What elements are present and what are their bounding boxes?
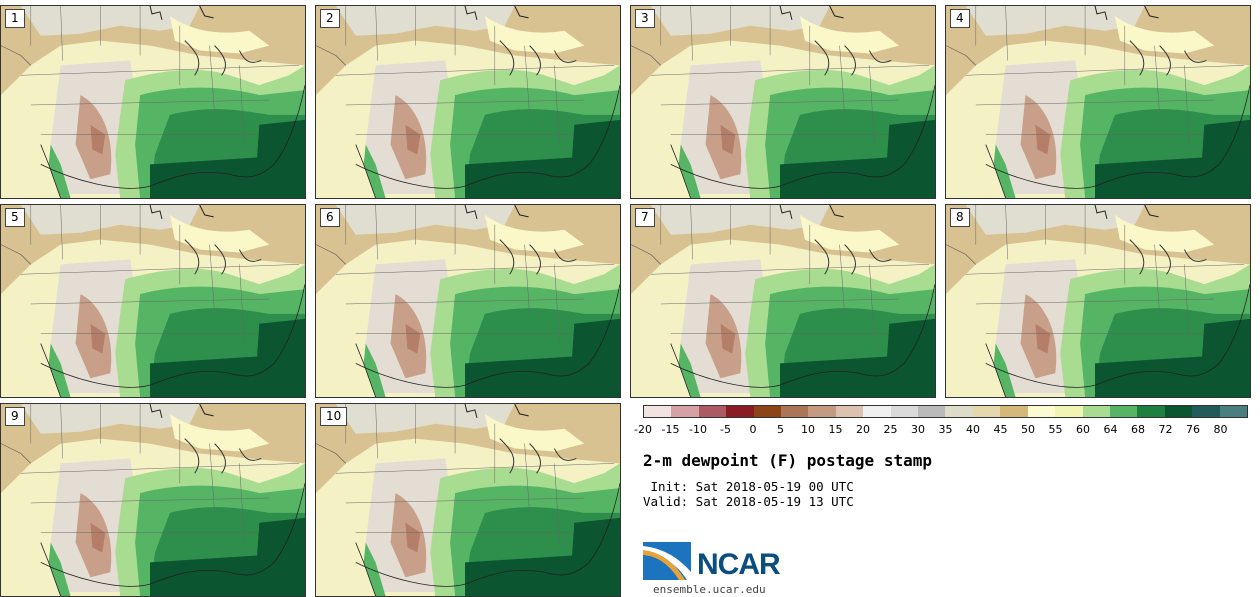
- ncar-swoosh-icon: [643, 542, 691, 580]
- member-number-label: 4: [950, 9, 970, 28]
- website-url: ensemble.ucar.edu: [653, 583, 766, 596]
- colorbar-tick-label: 35: [938, 423, 953, 436]
- logo-wordmark: NCAR: [697, 548, 781, 581]
- ensemble-member-panel: 2: [315, 5, 621, 199]
- ensemble-member-panel: 7: [630, 204, 936, 398]
- colorbar-tick-label: 72: [1158, 423, 1173, 436]
- ensemble-member-panel: 9: [0, 403, 306, 597]
- dewpoint-map: [1, 404, 305, 596]
- colorbar-tick-label: 30: [911, 423, 925, 436]
- colorbar-swatch: [1137, 406, 1165, 417]
- colorbar-swatch: [918, 406, 946, 417]
- colorbar-swatch: [1109, 406, 1138, 417]
- colorbar-tick-label: -5: [720, 423, 731, 436]
- colorbar-tick-label: 20: [856, 423, 870, 436]
- colorbar-swatch: [808, 406, 836, 417]
- colorbar-swatch: [945, 406, 973, 417]
- member-number-label: 5: [5, 208, 25, 227]
- colorbar-tick-label: -15: [661, 423, 680, 436]
- dewpoint-map: [316, 6, 620, 198]
- colorbar-swatch: [726, 406, 754, 417]
- colorbar-tick-labels: -20 -15 -10 -5 0 5 10 15 20 25 30 35 40 45 50 55 60 64 68 7…: [634, 423, 1248, 439]
- member-number-label: 6: [320, 208, 340, 227]
- dewpoint-map: [1, 6, 305, 198]
- ensemble-member-panel: 10: [315, 403, 621, 597]
- ensemble-member-panel: 4: [945, 5, 1251, 199]
- dewpoint-map: [631, 205, 935, 397]
- colorbar-swatch: [972, 406, 1001, 417]
- colorbar-swatch: [1082, 406, 1110, 417]
- member-number-label: 10: [320, 407, 348, 426]
- ensemble-member-panel: 1: [0, 5, 306, 199]
- colorbar-swatch: [835, 406, 864, 417]
- colorbar-tick-label: 0: [749, 423, 757, 436]
- colorbar-swatch: [1027, 406, 1056, 417]
- colorbar-tick-label: 80: [1213, 423, 1228, 436]
- dewpoint-map: [316, 205, 620, 397]
- valid-time: Valid: Sat 2018-05-19 13 UTC: [643, 494, 854, 509]
- member-number-label: 2: [320, 9, 340, 28]
- colorbar-swatch: [1219, 406, 1247, 417]
- ensemble-member-panel: 5: [0, 204, 306, 398]
- member-number-label: 7: [635, 208, 655, 227]
- colorbar-tick-label: 45: [993, 423, 1008, 436]
- colorbar-swatch: [863, 406, 891, 417]
- colorbar-swatch: [1000, 406, 1028, 417]
- colorbar-swatch: [1164, 406, 1193, 417]
- colorbar-swatch: [644, 406, 672, 417]
- colorbar-tick-label: 64: [1103, 423, 1118, 436]
- colorbar-swatch: [753, 406, 782, 417]
- init-time: Init: Sat 2018-05-19 00 UTC: [643, 479, 854, 494]
- colorbar-swatch: [890, 406, 919, 417]
- colorbar-tick-label: 40: [966, 423, 980, 436]
- colorbar-tick-label: 5: [777, 423, 784, 436]
- colorbar-tick-label: 10: [801, 423, 815, 436]
- member-number-label: 9: [5, 407, 25, 426]
- colorbar-tick-label: 55: [1048, 423, 1063, 436]
- ncar-logo: NCAR: [643, 540, 793, 584]
- chart-title: 2-m dewpoint (F) postage stamp: [643, 451, 932, 470]
- member-number-label: 8: [950, 208, 970, 227]
- colorbar-tick-label: 15: [828, 423, 843, 436]
- colorbar-swatch: [698, 406, 727, 417]
- colorbar-tick-label: 68: [1131, 423, 1145, 436]
- colorbar-tick-label: 76: [1186, 423, 1200, 436]
- colorbar-swatch: [1192, 406, 1220, 417]
- colorbar-tick-label: 60: [1076, 423, 1090, 436]
- ensemble-member-panel: 8: [945, 204, 1251, 398]
- member-number-label: 3: [635, 9, 655, 28]
- dewpoint-map: [946, 6, 1250, 198]
- colorbar-tick-label: -20: [634, 423, 652, 436]
- dewpoint-map: [1, 205, 305, 397]
- colorbar: [643, 405, 1248, 418]
- colorbar-swatch: [671, 406, 699, 417]
- colorbar-swatch: [781, 406, 809, 417]
- colorbar-tick-label: 25: [883, 423, 898, 436]
- member-number-label: 1: [5, 9, 25, 28]
- colorbar-swatch: [1055, 406, 1083, 417]
- ensemble-member-panel: 3: [630, 5, 936, 199]
- colorbar-tick-label: -10: [689, 423, 707, 436]
- dewpoint-map: [631, 6, 935, 198]
- ensemble-member-panel: 6: [315, 204, 621, 398]
- colorbar-tick-label: 50: [1021, 423, 1035, 436]
- dewpoint-map: [946, 205, 1250, 397]
- dewpoint-map: [316, 404, 620, 596]
